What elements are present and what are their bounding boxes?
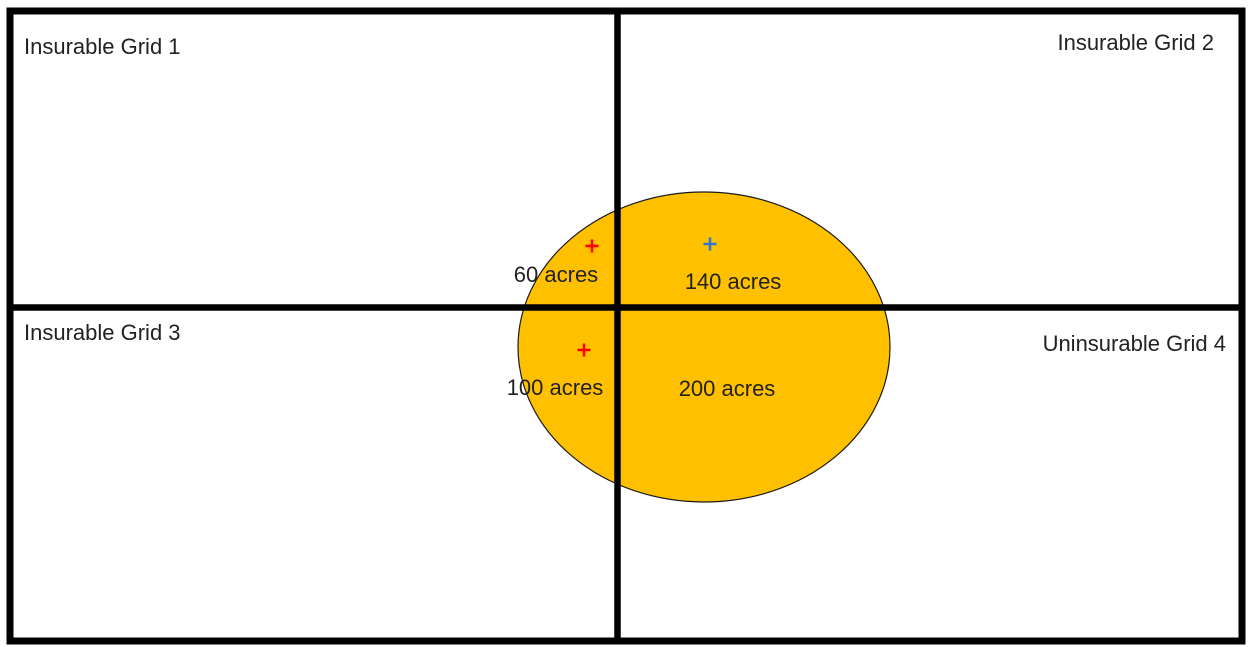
grid-label-1: Insurable Grid 1 bbox=[24, 34, 181, 59]
grid-lines bbox=[6, 7, 1246, 645]
grid-label-3: Insurable Grid 3 bbox=[24, 320, 181, 345]
red-plus-marker-1 bbox=[585, 239, 599, 253]
acre-label-grid-4: 200 acres bbox=[679, 376, 776, 401]
blue-plus-marker bbox=[703, 237, 717, 251]
red-plus-marker-2 bbox=[577, 343, 591, 357]
acre-label-grid-1: 60 acres bbox=[514, 262, 598, 287]
grid-label-2: Insurable Grid 2 bbox=[1057, 30, 1214, 55]
grid-label-4: Uninsurable Grid 4 bbox=[1043, 331, 1226, 356]
acre-label-grid-2: 140 acres bbox=[685, 269, 782, 294]
acre-label-grid-3: 100 acres bbox=[507, 375, 604, 400]
grid-outer-border bbox=[6, 7, 1246, 645]
field-area-ellipse bbox=[517, 191, 891, 503]
